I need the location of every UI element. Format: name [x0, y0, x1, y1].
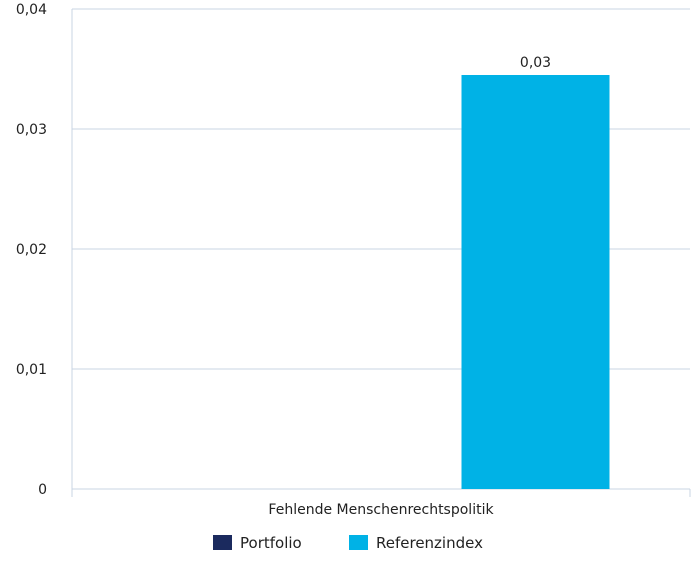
y-tick-label: 0: [38, 482, 47, 498]
y-tick-label: 0,01: [16, 362, 47, 378]
legend-swatch-referenzindex: [349, 535, 368, 550]
legend-swatch-portfolio: [213, 535, 232, 550]
y-tick-label: 0,02: [16, 242, 47, 258]
y-tick-label: 0,04: [16, 2, 47, 18]
x-tick-label: Fehlende Menschenrechtspolitik: [268, 502, 494, 518]
bar-referenzindex: [461, 75, 610, 489]
legend-label: Portfolio: [240, 534, 302, 552]
data-label: 0,03: [520, 55, 551, 71]
legend-label: Referenzindex: [376, 534, 483, 552]
y-tick-label: 0,03: [16, 122, 47, 138]
